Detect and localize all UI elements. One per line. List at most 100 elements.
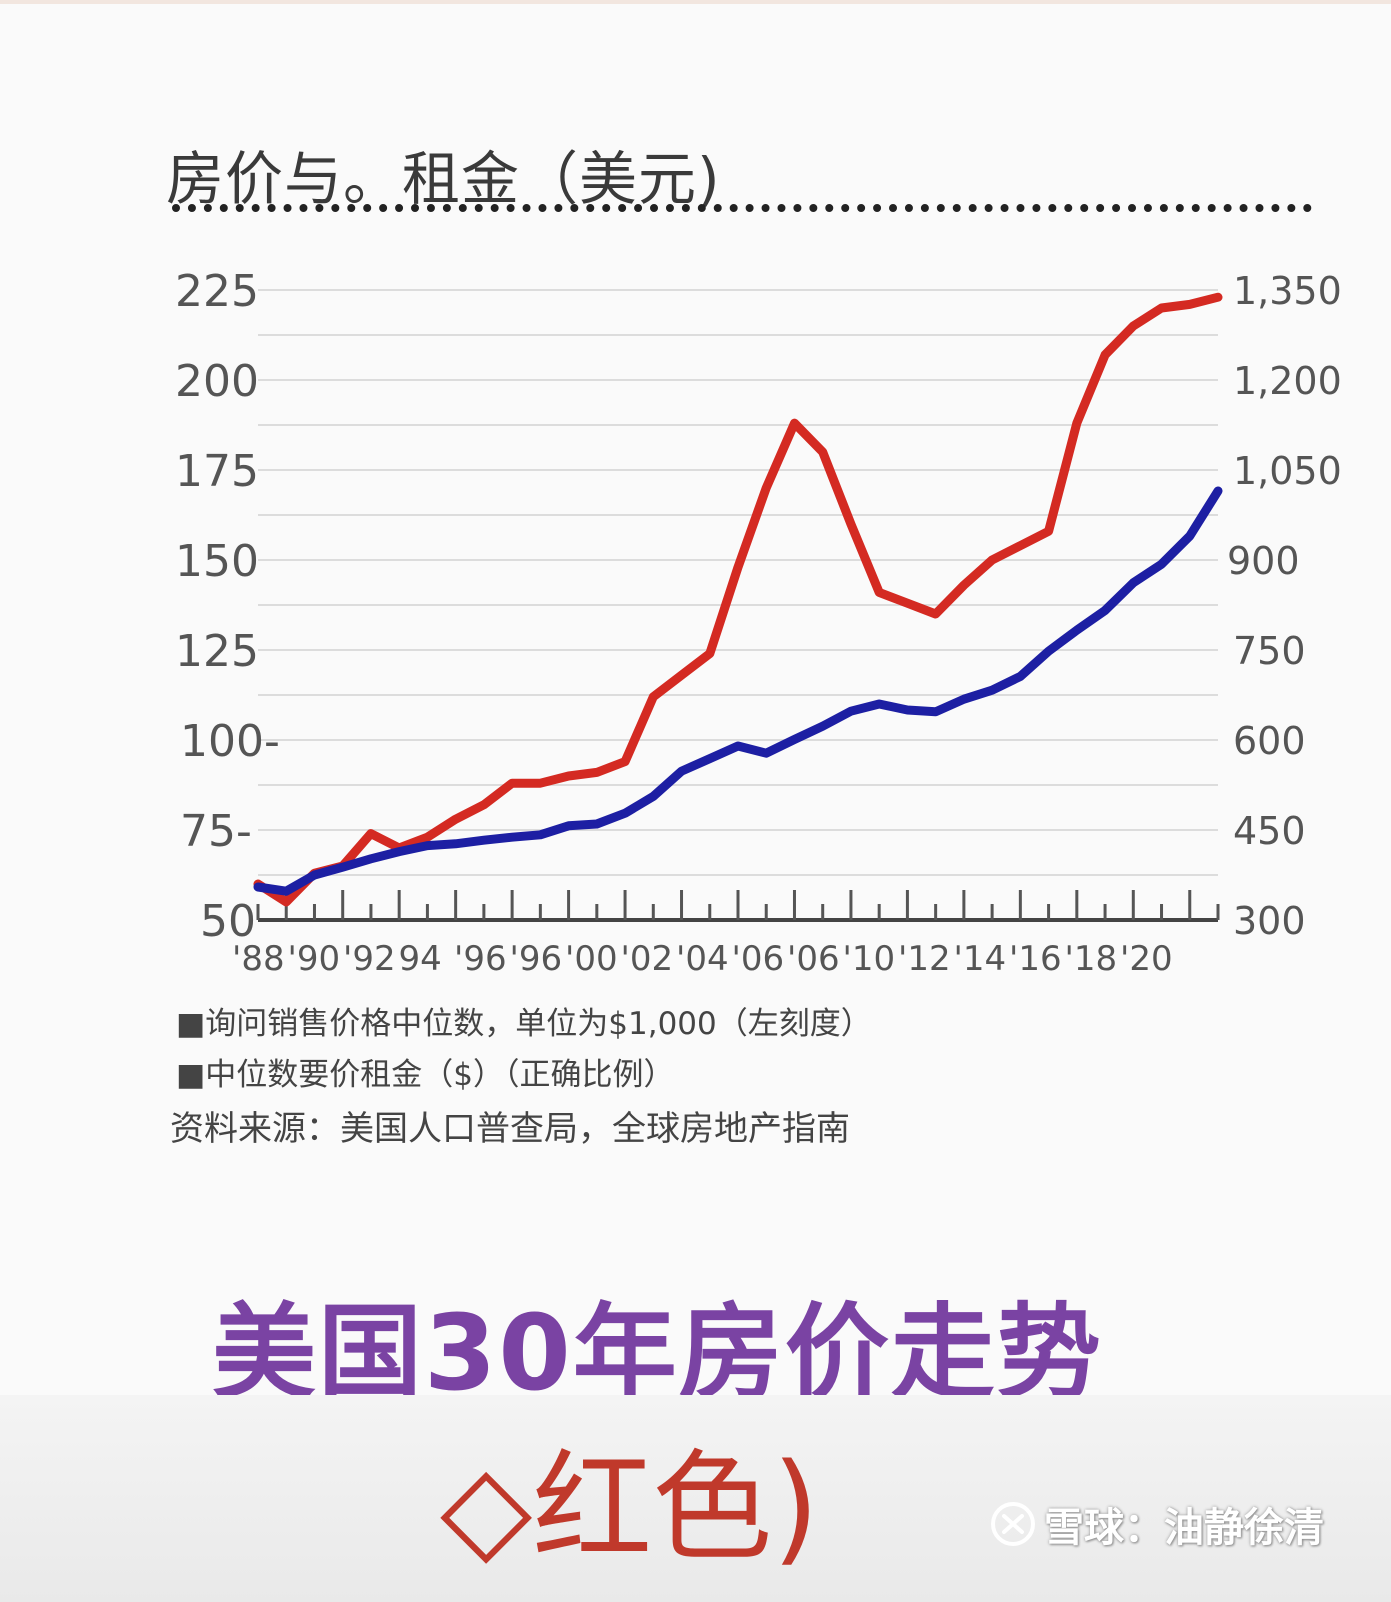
x-tick-label: '90	[288, 939, 341, 979]
tick-labels: 225 200 175 150 125 100- 75- 50 1,350 1,200 1,050 9…	[175, 266, 1342, 979]
y-right-tick-label: 750	[1233, 629, 1306, 673]
data-point-rent	[310, 871, 318, 879]
data-point-price	[762, 484, 770, 492]
legend-item-rent: ■中位数要价租金（$）（正确比例）	[176, 1049, 675, 1094]
series-line-price	[253, 292, 1223, 907]
data-point-price	[1073, 419, 1081, 427]
data-point-price	[282, 898, 290, 906]
data-point-rent	[423, 842, 431, 850]
y-right-tick-label: 300	[1233, 899, 1306, 943]
data-point-rent	[339, 863, 347, 871]
data-point-price	[734, 563, 742, 571]
data-point-price	[932, 610, 940, 618]
data-point-rent	[1158, 560, 1166, 568]
data-point-rent	[678, 767, 686, 775]
data-point-rent	[282, 887, 290, 895]
data-point-price	[452, 815, 460, 823]
x-tick-label: '12	[898, 939, 951, 979]
x-tick-label: '92	[343, 939, 396, 979]
data-point-price	[1101, 351, 1109, 359]
y-left-tick-label: 125	[175, 626, 259, 677]
y-right-tick-label: 600	[1233, 719, 1306, 763]
x-tick-label: '10	[843, 939, 896, 979]
xueqiu-watermark: 雪球：油静徐清	[990, 1495, 1324, 1553]
data-point-rent	[367, 855, 375, 863]
y-left-tick-label: 150	[175, 536, 259, 587]
data-point-rent	[621, 809, 629, 817]
source-note: 资料来源：美国人口普查局，全球房地产指南	[170, 1109, 850, 1149]
x-tick-label: '16	[1009, 939, 1062, 979]
data-point-price	[678, 671, 686, 679]
data-point-price	[790, 419, 798, 427]
caption-banner	[0, 1395, 1391, 1602]
data-point-rent	[1101, 606, 1109, 614]
legend-rent-text: ■中位数要价租金（$）（正确比例）	[176, 1057, 675, 1093]
data-point-price	[593, 768, 601, 776]
data-point-price	[1214, 293, 1222, 301]
data-point-rent	[1016, 672, 1024, 680]
x-tick-label: '96	[510, 939, 563, 979]
data-point-rent	[1186, 532, 1194, 540]
series-lines	[253, 292, 1223, 907]
data-point-rent	[1073, 626, 1081, 634]
data-point-rent	[1045, 647, 1053, 655]
data-point-price	[960, 581, 968, 589]
data-point-rent	[875, 700, 883, 708]
data-point-rent	[395, 848, 403, 856]
grid-lines	[258, 289, 1218, 876]
data-point-rent	[593, 820, 601, 828]
data-point-price	[819, 448, 827, 456]
y-left-tick-label: 175	[175, 446, 259, 497]
data-point-price	[565, 772, 573, 780]
y-right-tick-label: 900	[1227, 539, 1300, 583]
data-point-rent	[649, 792, 657, 800]
data-point-rent	[508, 833, 516, 841]
data-point-rent	[762, 749, 770, 757]
title-dotted-rule	[172, 204, 1312, 212]
data-point-rent	[734, 742, 742, 750]
legend-item-price: ■询问销售价格中位数，单位为$1,000（左刻度）	[176, 998, 872, 1043]
y-right-tick-label: 450	[1233, 809, 1306, 853]
x-tick-label: '06	[732, 939, 785, 979]
x-tick-label: '00	[565, 939, 618, 979]
y-left-tick-label: 225	[175, 266, 259, 317]
x-axis	[256, 890, 1220, 922]
data-point-rent	[790, 735, 798, 743]
x-tick-label: '06	[787, 939, 840, 979]
y-right-tick-label: 1,050	[1233, 449, 1342, 493]
caption-headline: 美国30年房价走势	[212, 1292, 1103, 1414]
x-tick-label: 94	[399, 939, 442, 979]
data-point-price	[621, 758, 629, 766]
data-point-price	[1016, 542, 1024, 550]
data-point-rent	[1214, 487, 1222, 495]
data-point-rent	[536, 831, 544, 839]
data-point-rent	[903, 706, 911, 714]
data-point-rent	[988, 686, 996, 694]
y-left-tick-label: 75-	[180, 806, 252, 857]
y-left-tick-label: 200	[175, 356, 259, 407]
data-point-price	[706, 650, 714, 658]
x-tick-label: '88	[232, 939, 285, 979]
y-right-tick-label: 1,200	[1233, 359, 1342, 403]
y-left-tick-label: 50	[200, 896, 256, 947]
house-price-rent-chart: 225 200 175 150 125 100- 75- 50 1,350 1,200 1,050 9…	[175, 266, 1342, 979]
data-point-price	[1129, 322, 1137, 330]
data-point-price	[480, 801, 488, 809]
x-tick-label: '14	[954, 939, 1007, 979]
data-point-price	[1045, 527, 1053, 535]
x-tick-label: '18	[1065, 939, 1118, 979]
data-point-rent	[254, 883, 262, 891]
x-tick-label: '02	[621, 939, 674, 979]
data-point-rent	[480, 836, 488, 844]
data-point-price	[847, 520, 855, 528]
data-point-rent	[819, 722, 827, 730]
data-point-rent	[1129, 579, 1137, 587]
legend-price-text: ■询问销售价格中位数，单位为$1,000（左刻度）	[176, 1006, 872, 1042]
data-point-rent	[565, 822, 573, 830]
data-point-price	[903, 599, 911, 607]
chart-title: 房价与。租金（美元)	[166, 145, 721, 213]
xueqiu-logo-icon	[991, 1502, 1035, 1546]
data-point-rent	[706, 755, 714, 763]
series-line-rent	[253, 486, 1223, 896]
top-accent-line	[0, 0, 1391, 4]
